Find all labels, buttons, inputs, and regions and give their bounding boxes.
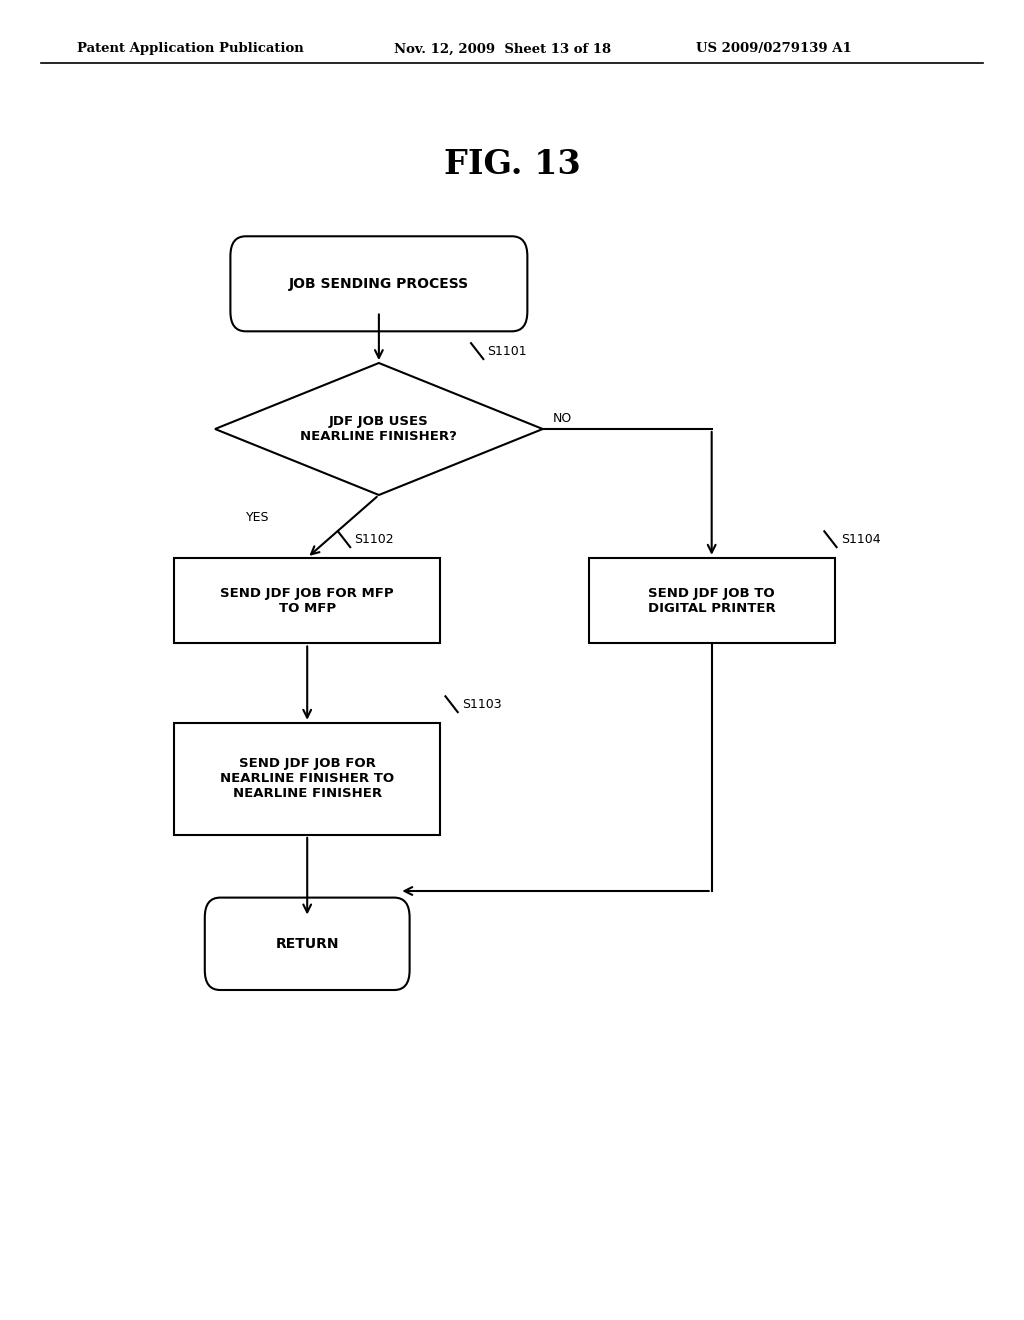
- Text: SEND JDF JOB FOR
NEARLINE FINISHER TO
NEARLINE FINISHER: SEND JDF JOB FOR NEARLINE FINISHER TO NE…: [220, 758, 394, 800]
- Bar: [589, 557, 835, 643]
- Text: YES: YES: [246, 511, 269, 524]
- Text: S1104: S1104: [841, 533, 881, 545]
- Text: FIG. 13: FIG. 13: [443, 149, 581, 181]
- Text: S1101: S1101: [487, 345, 527, 358]
- Bar: [174, 557, 440, 643]
- FancyBboxPatch shape: [230, 236, 527, 331]
- Polygon shape: [215, 363, 543, 495]
- Text: SEND JDF JOB TO
DIGITAL PRINTER: SEND JDF JOB TO DIGITAL PRINTER: [648, 586, 775, 615]
- Text: JDF JOB USES
NEARLINE FINISHER?: JDF JOB USES NEARLINE FINISHER?: [300, 414, 458, 444]
- Text: S1102: S1102: [354, 533, 394, 545]
- Text: Patent Application Publication: Patent Application Publication: [77, 42, 303, 55]
- FancyBboxPatch shape: [205, 898, 410, 990]
- Text: US 2009/0279139 A1: US 2009/0279139 A1: [696, 42, 852, 55]
- Text: Nov. 12, 2009  Sheet 13 of 18: Nov. 12, 2009 Sheet 13 of 18: [394, 42, 611, 55]
- Text: JOB SENDING PROCESS: JOB SENDING PROCESS: [289, 277, 469, 290]
- Bar: [174, 723, 440, 836]
- Text: S1103: S1103: [462, 698, 502, 710]
- Text: NO: NO: [553, 412, 572, 425]
- Text: SEND JDF JOB FOR MFP
TO MFP: SEND JDF JOB FOR MFP TO MFP: [220, 586, 394, 615]
- Text: RETURN: RETURN: [275, 937, 339, 950]
